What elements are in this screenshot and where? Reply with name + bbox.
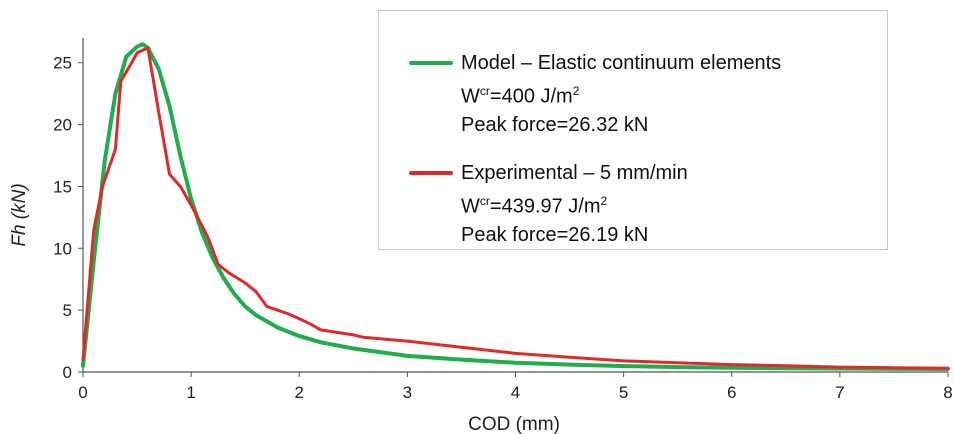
x-axis-ticks: 0 1 2 3 4 5 6 7 8 bbox=[78, 372, 953, 402]
x-axis-title: COD (mm) bbox=[468, 414, 560, 434]
legend-swatch-model bbox=[409, 61, 453, 65]
x-tick-label: 7 bbox=[835, 383, 844, 402]
y-tick-label: 20 bbox=[53, 116, 72, 135]
legend-energy-line: Wcr=400 J/m2 bbox=[461, 84, 580, 108]
y-axis-title: Fh (kN) bbox=[9, 183, 30, 246]
legend-peak-line: Peak force=26.32 kN bbox=[461, 113, 649, 136]
legend-text-experimental: Experimental – 5 mm/min Wcr=439.97 J/m2 … bbox=[461, 159, 688, 249]
legend-peak-line: Peak force=26.19 kN bbox=[461, 223, 649, 246]
x-tick-label: 6 bbox=[727, 383, 736, 402]
legend-text-model: Model – Elastic continuum elements Wcr=4… bbox=[461, 49, 781, 139]
chart-series bbox=[81, 42, 950, 371]
legend-series-name: Experimental – 5 mm/min bbox=[461, 162, 688, 184]
x-tick-label: 5 bbox=[619, 383, 628, 402]
y-tick-label: 25 bbox=[53, 54, 72, 73]
legend-swatch-experimental bbox=[409, 171, 453, 175]
y-axis-ticks: 0 5 10 15 20 25 bbox=[53, 54, 83, 382]
series-line-experimental bbox=[81, 46, 950, 370]
legend-series-name: Model – Elastic continuum elements bbox=[461, 52, 782, 74]
y-tick-label: 10 bbox=[53, 239, 72, 258]
x-tick-label: 1 bbox=[186, 383, 195, 402]
x-tick-label: 2 bbox=[295, 383, 304, 402]
x-tick-label: 0 bbox=[78, 383, 87, 402]
chart-legend: Model – Elastic continuum elements Wcr=4… bbox=[378, 10, 888, 250]
y-tick-label: 5 bbox=[63, 301, 72, 320]
legend-entry-experimental: Experimental – 5 mm/min Wcr=439.97 J/m2 … bbox=[409, 159, 688, 249]
legend-energy-line: Wcr=439.97 J/m2 bbox=[461, 194, 608, 218]
y-tick-label: 15 bbox=[53, 177, 72, 196]
x-tick-label: 3 bbox=[403, 383, 412, 402]
legend-entry-model: Model – Elastic continuum elements Wcr=4… bbox=[409, 49, 781, 139]
series-line-model bbox=[81, 42, 950, 371]
y-tick-label: 0 bbox=[63, 363, 72, 382]
x-tick-label: 8 bbox=[943, 383, 952, 402]
x-tick-label: 4 bbox=[511, 383, 520, 402]
